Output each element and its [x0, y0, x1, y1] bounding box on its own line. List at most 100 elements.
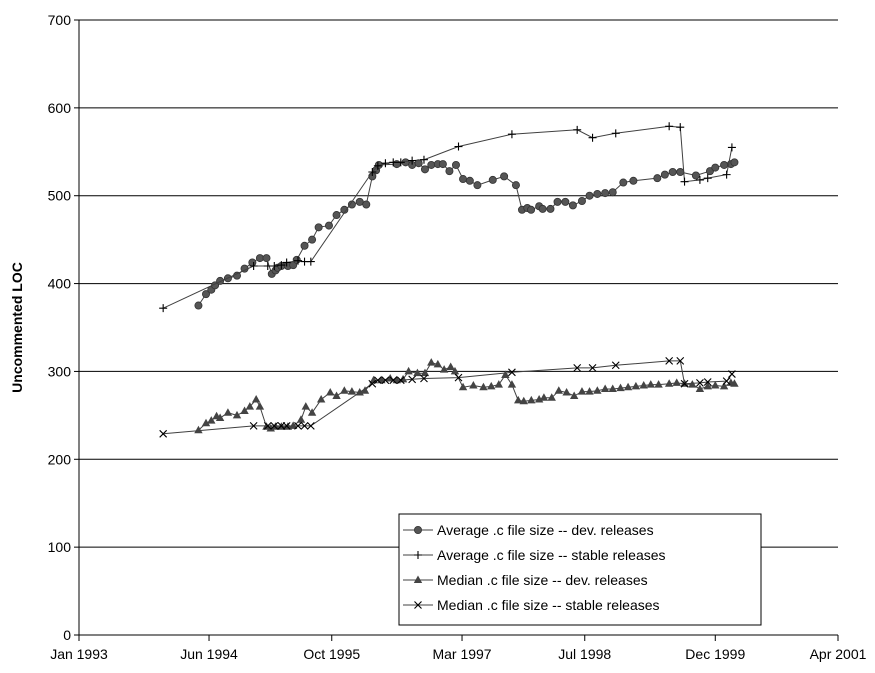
- data-point: [711, 163, 720, 172]
- data-point: [611, 129, 620, 138]
- data-point: [691, 171, 700, 180]
- y-axis-title: Uncommented LOC: [9, 262, 25, 393]
- data-point: [653, 174, 662, 183]
- data-point: [314, 223, 323, 232]
- data-point: [608, 384, 617, 392]
- data-point: [703, 378, 712, 386]
- legend-marker: [413, 575, 423, 583]
- data-point: [255, 402, 265, 410]
- data-point: [420, 368, 430, 377]
- data-point: [292, 255, 301, 264]
- data-point: [381, 376, 390, 385]
- data-point: [695, 175, 704, 184]
- data-point: [270, 262, 279, 270]
- data-point: [722, 377, 731, 385]
- data-point: [293, 256, 302, 265]
- data-point: [539, 393, 549, 401]
- data-point: [340, 386, 349, 394]
- data-point: [696, 378, 704, 387]
- data-point: [665, 122, 674, 131]
- data-point: [507, 380, 517, 388]
- data-point: [159, 429, 168, 438]
- data-point: [232, 410, 242, 419]
- data-point: [454, 373, 463, 382]
- data-point: [469, 380, 478, 389]
- data-point: [573, 125, 582, 134]
- data-point: [396, 376, 405, 385]
- data-point: [639, 380, 648, 389]
- data-point: [288, 421, 298, 429]
- data-point: [332, 391, 341, 400]
- data-point: [450, 366, 460, 375]
- data-point: [451, 160, 460, 169]
- legend-marker: [414, 551, 422, 559]
- data-point: [427, 358, 436, 366]
- data-point: [249, 422, 258, 430]
- data-point: [730, 158, 739, 167]
- data-point: [223, 408, 233, 416]
- data-point: [255, 254, 264, 263]
- data-point: [546, 204, 555, 213]
- data-point: [420, 165, 429, 174]
- data-point: [562, 388, 571, 396]
- data-point: [368, 167, 377, 176]
- series-3: [194, 358, 739, 434]
- data-point: [664, 379, 674, 387]
- data-point: [282, 258, 291, 267]
- legend-label: Average .c file size -- stable releases: [437, 547, 666, 563]
- data-point: [608, 188, 617, 197]
- series-line: [162, 125, 733, 309]
- data-point: [660, 170, 669, 179]
- data-point: [511, 181, 520, 190]
- series-4: [159, 356, 736, 438]
- data-point: [194, 425, 203, 434]
- data-point: [473, 181, 482, 190]
- data-point: [568, 201, 577, 210]
- data-point: [251, 395, 261, 403]
- series-1: [194, 158, 739, 310]
- y-tick-label: 0: [63, 627, 71, 643]
- data-point: [665, 356, 674, 365]
- data-point: [326, 388, 335, 396]
- data-point: [554, 386, 563, 394]
- data-point: [277, 261, 286, 270]
- data-point: [347, 387, 357, 395]
- data-point: [207, 416, 216, 424]
- data-point: [623, 382, 633, 391]
- data-point: [202, 290, 211, 299]
- data-point: [362, 200, 371, 209]
- data-point: [593, 189, 602, 198]
- data-point: [373, 161, 382, 170]
- data-point: [300, 241, 309, 250]
- data-point: [396, 158, 405, 167]
- data-point: [301, 402, 310, 410]
- legend-label: Median .c file size -- dev. releases: [437, 572, 648, 588]
- data-point: [719, 381, 729, 390]
- data-point: [215, 413, 225, 421]
- x-tick-label: Dec 1999: [685, 646, 745, 662]
- legend-label: Median .c file size -- stable releases: [437, 597, 660, 613]
- data-point: [392, 160, 401, 169]
- data-point: [703, 381, 712, 390]
- data-point: [294, 422, 302, 430]
- data-point: [727, 143, 736, 152]
- data-point: [631, 381, 641, 390]
- data-point: [459, 175, 468, 184]
- data-point: [245, 402, 255, 410]
- data-point: [573, 364, 582, 372]
- data-point: [360, 386, 370, 394]
- data-point: [296, 415, 306, 423]
- data-point: [728, 370, 736, 378]
- data-point: [695, 384, 705, 392]
- data-point: [527, 205, 536, 214]
- data-point: [446, 362, 455, 371]
- data-point: [438, 160, 447, 169]
- data-point: [616, 383, 625, 392]
- data-point: [722, 170, 731, 179]
- data-point: [479, 382, 488, 391]
- data-point: [408, 375, 417, 384]
- axes: 0 100 200 300 400 500 600 700 Jan 1993 Jun 1994 Oc…: [48, 12, 867, 662]
- data-point: [676, 167, 685, 176]
- data-point: [445, 167, 454, 176]
- data-point: [577, 196, 586, 205]
